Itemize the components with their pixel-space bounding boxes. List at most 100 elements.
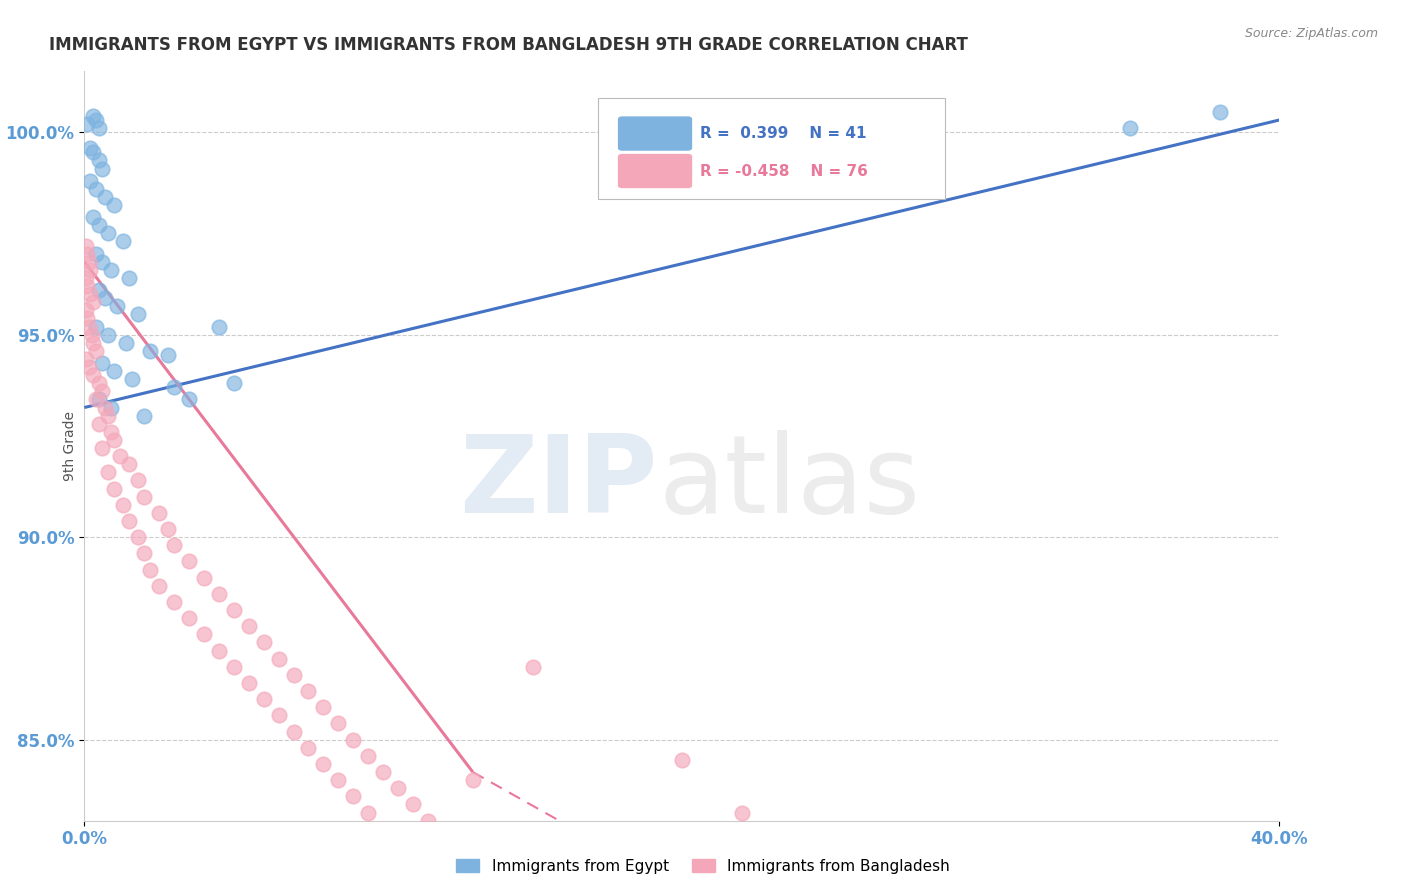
Point <box>79 141 101 155</box>
Point <box>75 351 97 366</box>
Point <box>222 376 245 391</box>
Point <box>86 182 108 196</box>
Legend: Immigrants from Egypt, Immigrants from Bangladesh: Immigrants from Egypt, Immigrants from B… <box>450 853 956 880</box>
Point <box>208 319 231 334</box>
Point <box>416 814 439 828</box>
Point <box>461 773 484 788</box>
Point <box>208 587 231 601</box>
Point <box>77 254 100 268</box>
Point <box>118 514 141 528</box>
Point <box>77 319 100 334</box>
Point <box>283 724 305 739</box>
Point <box>97 327 120 342</box>
Point <box>1119 121 1142 136</box>
Point <box>115 335 138 350</box>
Point <box>76 117 98 131</box>
Point <box>86 112 108 127</box>
Point <box>373 822 395 836</box>
Point <box>357 748 380 763</box>
Point <box>163 380 186 394</box>
Point <box>283 668 305 682</box>
Point <box>97 409 120 423</box>
Point <box>94 401 117 415</box>
Point <box>100 262 122 277</box>
Point <box>253 635 276 649</box>
Point <box>103 364 125 378</box>
Point <box>373 765 395 780</box>
Point <box>432 830 454 844</box>
Point <box>312 700 335 714</box>
Point <box>75 238 97 252</box>
Point <box>1209 104 1232 119</box>
Point <box>76 246 98 260</box>
Point <box>82 368 104 383</box>
Point <box>79 174 101 188</box>
Point <box>177 392 200 407</box>
Point <box>328 773 350 788</box>
Point <box>177 611 200 625</box>
Point <box>91 384 114 399</box>
Point <box>267 651 290 665</box>
Point <box>177 554 200 568</box>
Point <box>100 401 122 415</box>
Point <box>157 522 180 536</box>
Point <box>75 271 97 285</box>
Y-axis label: 9th Grade: 9th Grade <box>63 411 77 481</box>
Point <box>342 732 364 747</box>
Point <box>522 659 544 673</box>
Point <box>328 716 350 731</box>
FancyBboxPatch shape <box>619 154 692 187</box>
Point <box>222 603 245 617</box>
Point <box>118 457 141 471</box>
Point <box>148 579 170 593</box>
Point <box>387 781 409 796</box>
Point <box>86 246 108 260</box>
Point <box>127 474 149 488</box>
Point <box>77 359 100 374</box>
Point <box>208 643 231 657</box>
Point <box>342 789 364 804</box>
Text: R = -0.458    N = 76: R = -0.458 N = 76 <box>700 163 868 178</box>
Text: atlas: atlas <box>658 431 920 536</box>
Point <box>139 562 162 576</box>
Point <box>193 627 215 641</box>
Point <box>80 327 103 342</box>
Point <box>94 291 117 305</box>
Point <box>89 219 111 233</box>
Point <box>91 441 114 455</box>
Point <box>89 153 111 168</box>
Point <box>89 121 111 136</box>
Point <box>148 506 170 520</box>
Point <box>132 409 156 423</box>
Point <box>76 311 98 326</box>
Point <box>132 546 156 560</box>
Point <box>91 161 114 176</box>
Point <box>193 571 215 585</box>
Point <box>91 356 114 370</box>
Point <box>312 756 335 771</box>
Point <box>100 425 122 439</box>
Point <box>105 299 128 313</box>
Text: Source: ZipAtlas.com: Source: ZipAtlas.com <box>1244 27 1378 40</box>
Point <box>97 466 120 480</box>
Point <box>86 392 108 407</box>
Point <box>75 303 97 318</box>
Point <box>86 343 108 358</box>
Point <box>94 190 117 204</box>
Point <box>132 490 156 504</box>
Point <box>121 372 143 386</box>
Point <box>89 417 111 431</box>
FancyBboxPatch shape <box>599 97 945 199</box>
Point <box>89 376 111 391</box>
Point <box>157 348 180 362</box>
Point <box>79 262 101 277</box>
Point <box>76 279 98 293</box>
Point <box>731 805 754 820</box>
Point <box>402 797 425 812</box>
Point <box>297 684 319 698</box>
Point <box>112 235 135 249</box>
Point <box>139 343 162 358</box>
Point <box>163 595 186 609</box>
Point <box>671 753 693 767</box>
Point <box>103 198 125 212</box>
